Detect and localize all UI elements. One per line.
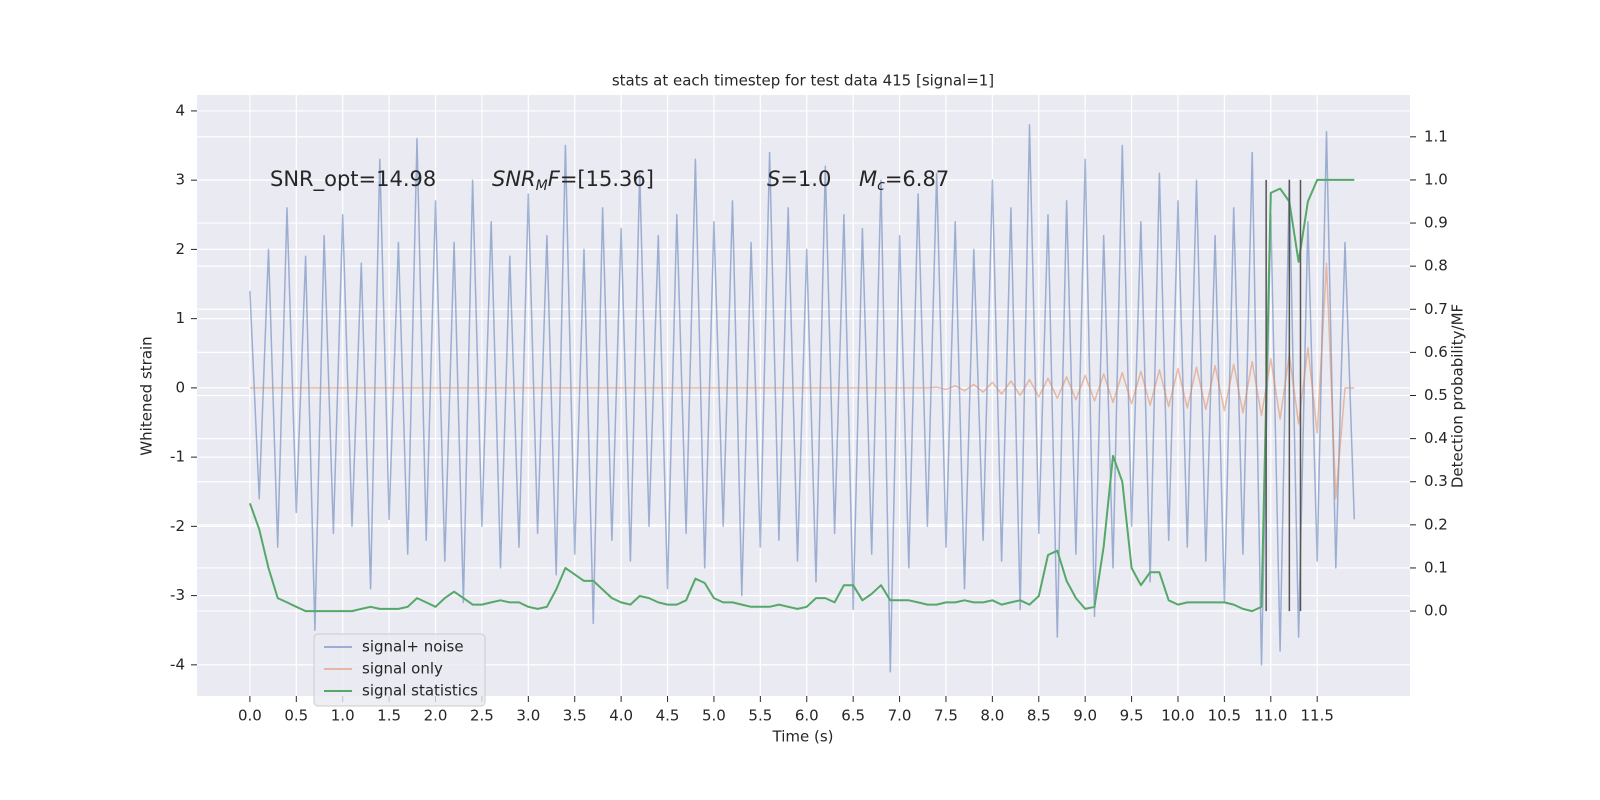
x-tick-label: 5.5 — [748, 707, 772, 725]
annotation-part: =[15.36] — [560, 167, 654, 191]
y2-tick-label: 0.0 — [1424, 602, 1448, 620]
legend-label: signal statistics — [362, 682, 478, 700]
annotation-part: SNR_opt=14.98 — [270, 167, 436, 192]
y2-tick-label: 1.1 — [1424, 127, 1448, 145]
series-line — [249, 124, 1356, 673]
y2-tick-label: 0.5 — [1424, 386, 1448, 404]
chart-title: stats at each timestep for test data 415… — [612, 72, 994, 90]
y2-tick-label: 1.0 — [1424, 170, 1448, 188]
y-tick-label: -3 — [170, 586, 185, 604]
y2-tick-label: 0.7 — [1424, 300, 1448, 318]
annotation: Mc=6.87 — [859, 167, 949, 194]
annotation: SNRMF=[15.36] — [492, 167, 654, 194]
y-tick-label: 4 — [175, 101, 185, 119]
y2-tick-label: 0.1 — [1424, 558, 1448, 576]
annotation: SNR_opt=14.98 — [270, 167, 436, 192]
annotation-part: M — [536, 178, 548, 194]
x-tick-label: 10.5 — [1208, 707, 1241, 725]
x-tick-label: 2.0 — [424, 707, 448, 725]
x-tick-label: 3.0 — [516, 707, 540, 725]
annotation-part: SNR — [492, 167, 536, 191]
y2-tick-label: 0.9 — [1424, 214, 1448, 232]
annotation-part: =1.0 — [780, 167, 831, 191]
legend-box — [313, 633, 486, 707]
x-tick-label: 9.5 — [1120, 707, 1144, 725]
x-tick-label: 0.5 — [284, 707, 308, 725]
y-tick-label: -4 — [170, 655, 185, 673]
y2-tick-label: 0.6 — [1424, 343, 1448, 361]
x-tick-label: 8.5 — [1027, 707, 1051, 725]
legend-label: signal only — [362, 660, 443, 678]
annotation-part: =6.87 — [885, 167, 949, 191]
legend-label: signal+ noise — [362, 638, 464, 656]
x-tick-label: 11.5 — [1300, 707, 1333, 725]
x-tick-label: 8.0 — [980, 707, 1004, 725]
x-tick-label: 7.5 — [934, 707, 958, 725]
y2-tick-label: 0.2 — [1424, 515, 1448, 533]
x-tick-label: 5.0 — [702, 707, 726, 725]
y-tick-label: 3 — [175, 171, 185, 189]
y-tick-label: 2 — [175, 240, 185, 258]
x-tick-label: 0.0 — [238, 707, 262, 725]
x-tick-label: 10.0 — [1161, 707, 1194, 725]
y-axis-label: Whitened strain — [138, 336, 156, 455]
annotation: S=1.0 — [767, 167, 831, 191]
y-tick-label: -2 — [170, 517, 185, 535]
x-tick-label: 1.0 — [331, 707, 355, 725]
x-tick-label: 9.0 — [1073, 707, 1097, 725]
annotation-part: S — [767, 167, 780, 191]
y2-axis-label: Detection probability/MF — [1449, 304, 1467, 488]
annotation-part: F — [548, 167, 561, 191]
x-tick-label: 11.0 — [1254, 707, 1287, 725]
annotation-part: c — [877, 178, 885, 194]
x-tick-label: 7.0 — [888, 707, 912, 725]
y2-tick-label: 0.8 — [1424, 257, 1448, 275]
y-tick-label: 0 — [175, 378, 185, 396]
y2-tick-label: 0.4 — [1424, 429, 1448, 447]
x-axis-label: Time (s) — [772, 728, 834, 746]
x-tick-label: 2.5 — [470, 707, 494, 725]
series-line — [249, 262, 1355, 500]
x-tick-label: 1.5 — [377, 707, 401, 725]
y-tick-label: -1 — [170, 448, 185, 466]
x-tick-label: 3.5 — [563, 707, 587, 725]
x-tick-label: 4.5 — [656, 707, 680, 725]
x-tick-label: 4.0 — [609, 707, 633, 725]
y2-tick-label: 0.3 — [1424, 472, 1448, 490]
series-line — [248, 178, 1355, 613]
x-tick-label: 6.5 — [841, 707, 865, 725]
y-tick-label: 1 — [175, 309, 185, 327]
x-tick-label: 6.0 — [795, 707, 819, 725]
annotation-part: M — [859, 167, 877, 191]
